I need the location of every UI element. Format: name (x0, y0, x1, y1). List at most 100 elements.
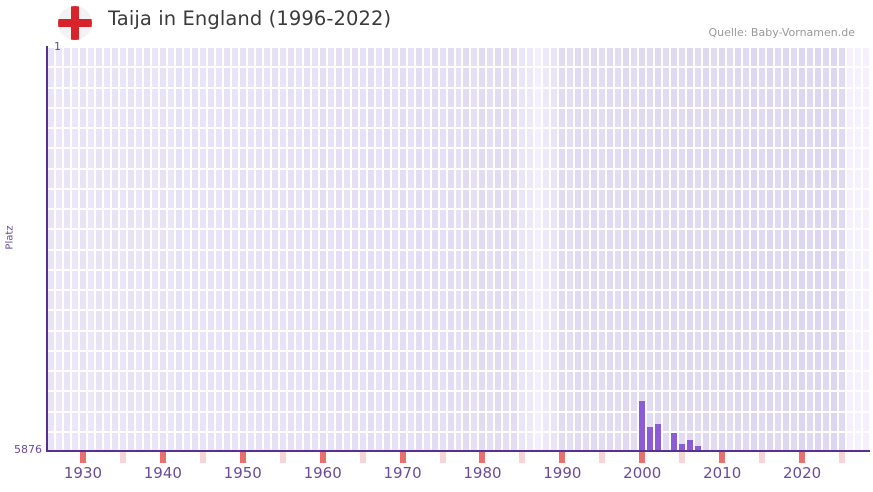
gridline-vertical (261, 46, 264, 451)
gridline-horizontal (47, 147, 870, 149)
grid-column (406, 46, 415, 451)
gridline-vertical (381, 46, 384, 451)
grid-column (598, 46, 607, 451)
grid-column (438, 46, 447, 451)
grid-column (534, 46, 543, 451)
gridline-horizontal (47, 370, 870, 372)
grid-column (654, 46, 663, 451)
grid-column (550, 46, 559, 451)
x-axis-labels: 1930 1940 1950 1960 1970 1980 1990 2000 2010 2020 (0, 464, 873, 488)
grid-column (78, 46, 87, 451)
gridline-horizontal (47, 289, 870, 291)
grid-column (54, 46, 63, 451)
gridline-vertical (181, 46, 184, 451)
x-tick-label: 1940 (143, 464, 182, 482)
gridline-vertical (653, 46, 656, 451)
gridline-vertical (365, 46, 368, 451)
x-tick-label: 1930 (63, 464, 103, 482)
gridline-vertical (757, 46, 760, 451)
x-tick-minor (439, 452, 446, 463)
gridline-vertical (285, 46, 288, 451)
bar (655, 423, 662, 451)
grid-column (854, 46, 862, 451)
grid-column (518, 46, 527, 451)
gridline-vertical (517, 46, 520, 451)
grid-column (70, 46, 79, 451)
gridline-horizontal (47, 228, 870, 230)
grid-column (742, 46, 751, 451)
grid-column (670, 46, 679, 451)
gridline-vertical (573, 46, 576, 451)
grid-column (358, 46, 367, 451)
gridline-vertical (229, 46, 232, 451)
gridline-vertical (317, 46, 320, 451)
gridline-vertical (333, 46, 336, 451)
grid-column (494, 46, 503, 451)
gridline-vertical (493, 46, 496, 451)
grid-column (382, 46, 391, 451)
gridline-vertical (685, 46, 688, 451)
gridline-vertical (645, 46, 648, 451)
grid-column (806, 46, 815, 451)
grid-column (374, 46, 383, 451)
grid-column (278, 46, 287, 451)
gridline-vertical (589, 46, 592, 451)
gridline-vertical (349, 46, 352, 451)
gridline-horizontal (47, 87, 870, 89)
gridline-vertical (309, 46, 312, 451)
y-axis-top-label: 1 (54, 40, 61, 53)
gridline-vertical (237, 46, 240, 451)
grid-column (574, 46, 583, 451)
x-tick-label: 2010 (703, 464, 742, 482)
x-tick-label: 2000 (623, 464, 662, 482)
grid-column (150, 46, 159, 451)
grid-column (686, 46, 695, 451)
gridline-vertical (709, 46, 712, 451)
grid-column (614, 46, 623, 451)
x-tick-minor (119, 452, 126, 463)
grid-column (366, 46, 375, 451)
grid-column (622, 46, 631, 451)
grid-column (182, 46, 191, 451)
gridline-vertical (165, 46, 168, 451)
x-tick-label: 1980 (463, 464, 502, 482)
grid-column (790, 46, 799, 451)
gridline-vertical (325, 46, 328, 451)
grid-cells (47, 46, 870, 451)
gridline-vertical (525, 46, 528, 451)
gridline-vertical (157, 46, 160, 451)
gridline-vertical (733, 46, 736, 451)
grid-column (222, 46, 231, 451)
grid-column (390, 46, 399, 451)
grid-column (678, 46, 687, 451)
grid-column (582, 46, 591, 451)
grid-column (638, 46, 647, 451)
grid-column (294, 46, 303, 451)
grid-column (566, 46, 575, 451)
gridline-vertical (109, 46, 112, 451)
gridline-vertical (669, 46, 672, 451)
gridline-horizontal (47, 168, 870, 170)
gridline-vertical (253, 46, 256, 451)
gridline-vertical (741, 46, 744, 451)
grid-column (270, 46, 279, 451)
gridline-vertical (373, 46, 376, 451)
gridline-vertical (413, 46, 416, 451)
grid-column (750, 46, 759, 451)
x-tick-minor (359, 452, 366, 463)
x-tick-major (719, 452, 726, 463)
gridline-vertical (461, 46, 464, 451)
gridline-vertical (357, 46, 360, 451)
grid-column (814, 46, 823, 451)
y-axis-line (46, 46, 48, 452)
gridline-vertical (509, 46, 512, 451)
gridline-vertical (221, 46, 224, 451)
y-axis-bottom-label: 5876 (14, 443, 42, 456)
grid-column (134, 46, 143, 451)
grid-column (102, 46, 111, 451)
chart-header: Taija in England (1996-2022) Quelle: Bab… (0, 0, 873, 46)
grid-column (526, 46, 535, 451)
grid-column (398, 46, 407, 451)
grid-column (702, 46, 711, 451)
grid-column (230, 46, 239, 451)
